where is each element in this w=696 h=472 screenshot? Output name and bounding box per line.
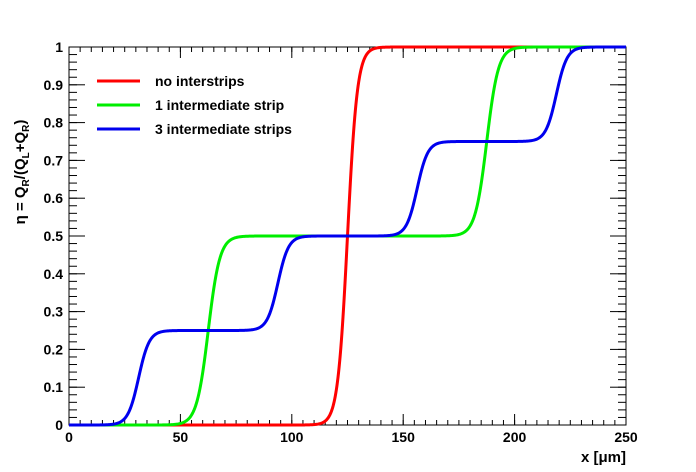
- y-axis-title-sub-l: L: [21, 152, 32, 158]
- y-tick-label: 0.6: [44, 190, 64, 206]
- y-tick-label: 0.8: [44, 115, 64, 131]
- x-tick-label: 50: [173, 429, 189, 445]
- y-tick-label: 0.5: [44, 228, 64, 244]
- legend-label: 3 intermediate strips: [155, 121, 292, 137]
- y-tick-label: 0.2: [44, 341, 64, 357]
- x-tick-label: 0: [65, 429, 73, 445]
- y-axis-title-sub-r: R: [21, 178, 32, 186]
- y-tick-label: 0.1: [44, 379, 64, 395]
- y-tick-label: 0.4: [44, 266, 64, 282]
- y-tick-label: 0.9: [44, 77, 64, 93]
- y-axis-title-eta: η = Q: [12, 186, 29, 224]
- y-axis-title-mid: /(Q: [12, 158, 29, 179]
- x-tick-label: 250: [614, 429, 638, 445]
- y-axis-title-plus: +Q: [12, 132, 29, 153]
- series-line: [68, 45, 627, 427]
- legend-label: 1 intermediate strip: [155, 97, 284, 113]
- legend: no interstrips 1 intermediate strip 3 inte…: [97, 73, 292, 137]
- x-tick-label: 150: [392, 429, 416, 445]
- y-tick-label: 0.7: [44, 152, 64, 168]
- y-tick-label: 0: [55, 417, 63, 433]
- x-tick-label: 200: [503, 429, 527, 445]
- x-tick-labels: 0 50 100 150 200 250: [65, 429, 638, 445]
- major-ticks: [68, 46, 627, 426]
- y-tick-label: 1: [55, 39, 63, 55]
- y-axis-title-close: ): [12, 120, 29, 125]
- x-axis-title: x [μm]: [581, 449, 626, 466]
- y-tick-labels: 0 0.1 0.2 0.3 0.4 0.5 0.6 0.7 0.8 0.9 1: [44, 39, 64, 433]
- x-tick-label: 100: [280, 429, 304, 445]
- y-tick-label: 0.3: [44, 304, 64, 320]
- legend-label: no interstrips: [155, 73, 245, 89]
- y-axis-title-sub-r2: R: [21, 124, 32, 132]
- y-axis-title: η = QR/(QL+QR): [12, 120, 32, 225]
- curves: [68, 45, 627, 427]
